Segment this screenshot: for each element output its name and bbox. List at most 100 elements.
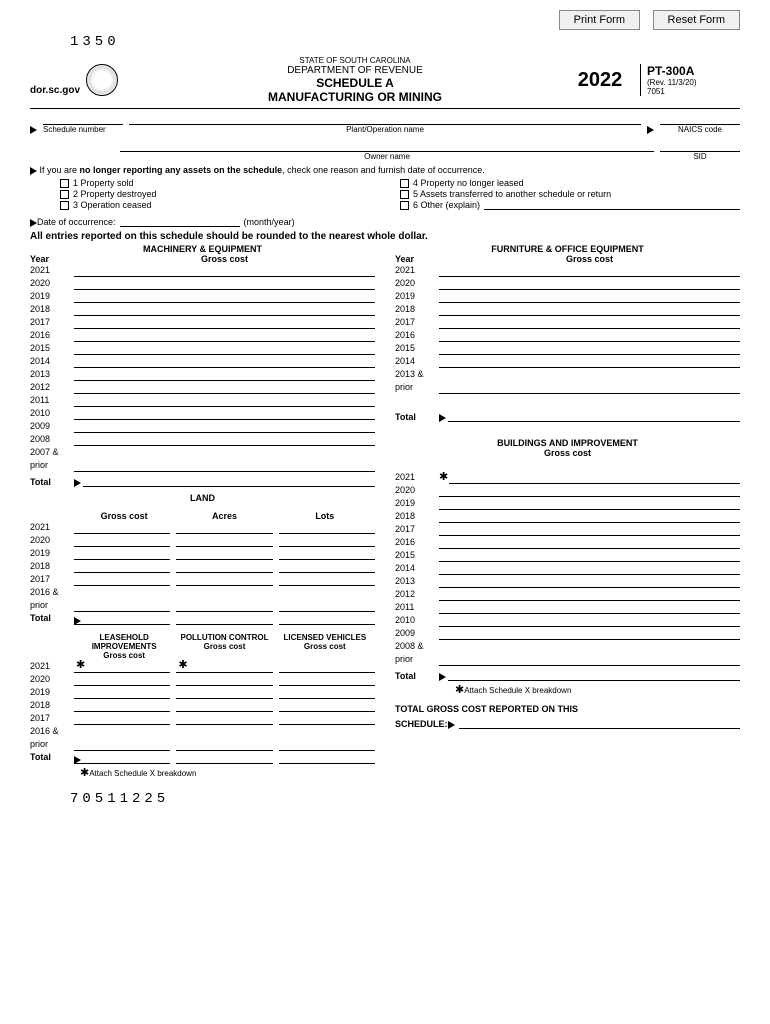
reason-6-checkbox[interactable] <box>400 201 409 210</box>
land-total-gross-input[interactable] <box>74 612 170 625</box>
land-prior-acres-input[interactable] <box>176 599 272 612</box>
machinery-input[interactable] <box>74 420 375 433</box>
machinery-year: 2017 <box>30 316 74 329</box>
furniture-input[interactable] <box>439 342 740 355</box>
buildings-input[interactable] <box>439 484 740 497</box>
pollution-input[interactable] <box>176 699 272 712</box>
land-lots-input[interactable] <box>279 547 375 560</box>
land-total-acres-input[interactable] <box>176 612 272 625</box>
vehicles-input[interactable] <box>279 673 375 686</box>
buildings-input[interactable] <box>439 536 740 549</box>
leasehold-input[interactable] <box>74 686 170 699</box>
pollution-input[interactable]: ✱ <box>176 660 272 673</box>
land-gross-input[interactable] <box>74 521 170 534</box>
land-lots-input[interactable] <box>279 560 375 573</box>
leasehold-prior-input[interactable] <box>74 738 170 751</box>
furniture-input[interactable] <box>439 329 740 342</box>
land-gross-input[interactable] <box>74 573 170 586</box>
furniture-input[interactable] <box>439 264 740 277</box>
pollution-input[interactable] <box>176 673 272 686</box>
leasehold-total-input[interactable] <box>74 751 170 764</box>
naics-input[interactable] <box>660 111 740 125</box>
land-acres-input[interactable] <box>176 560 272 573</box>
owner-name-input[interactable] <box>120 138 654 152</box>
land-lots-input[interactable] <box>279 521 375 534</box>
buildings-input[interactable] <box>439 601 740 614</box>
furniture-input[interactable] <box>439 277 740 290</box>
vehicles-input[interactable] <box>279 660 375 673</box>
land-lots-input[interactable] <box>279 573 375 586</box>
reset-form-button[interactable]: Reset Form <box>653 10 740 30</box>
leasehold-input[interactable] <box>74 712 170 725</box>
buildings-input[interactable] <box>439 549 740 562</box>
vehicles-total-input[interactable] <box>279 751 375 764</box>
leasehold-input[interactable] <box>74 699 170 712</box>
buildings-total-input[interactable] <box>448 668 740 681</box>
land-lots-input[interactable] <box>279 534 375 547</box>
vehicles-input[interactable] <box>279 699 375 712</box>
furniture-input[interactable] <box>439 303 740 316</box>
other-explain-input[interactable] <box>484 200 740 210</box>
print-form-button[interactable]: Print Form <box>559 10 640 30</box>
buildings-input[interactable] <box>439 575 740 588</box>
land-prior-lots-input[interactable] <box>279 599 375 612</box>
machinery-input[interactable] <box>74 381 375 394</box>
plant-name-input[interactable] <box>129 111 641 125</box>
vehicles-input[interactable] <box>279 686 375 699</box>
buildings-prior-input[interactable] <box>439 653 740 666</box>
reason-5-checkbox[interactable] <box>400 190 409 199</box>
land-acres-input[interactable] <box>176 534 272 547</box>
pollution-input[interactable] <box>176 686 272 699</box>
machinery-input[interactable] <box>74 394 375 407</box>
buildings-input[interactable] <box>449 471 740 484</box>
machinery-input[interactable] <box>74 264 375 277</box>
sid-input[interactable] <box>660 138 740 152</box>
machinery-total-input[interactable] <box>83 474 375 487</box>
furniture-input[interactable] <box>439 290 740 303</box>
leasehold-input[interactable] <box>74 673 170 686</box>
land-acres-input[interactable] <box>176 521 272 534</box>
buildings-input[interactable] <box>439 588 740 601</box>
furniture-input[interactable] <box>439 316 740 329</box>
furniture-total-input[interactable] <box>448 409 740 422</box>
vehicles-input[interactable] <box>279 712 375 725</box>
reason-1-checkbox[interactable] <box>60 179 69 188</box>
machinery-input[interactable] <box>74 277 375 290</box>
pollution-prior-input[interactable] <box>176 738 272 751</box>
date-occurrence-input[interactable] <box>120 213 240 227</box>
buildings-input[interactable] <box>439 497 740 510</box>
land-total-lots-input[interactable] <box>279 612 375 625</box>
buildings-input[interactable] <box>439 523 740 536</box>
land-prior-gross-input[interactable] <box>74 599 170 612</box>
buildings-input[interactable] <box>439 614 740 627</box>
machinery-input[interactable] <box>74 355 375 368</box>
land-acres-input[interactable] <box>176 573 272 586</box>
machinery-input[interactable] <box>74 368 375 381</box>
buildings-input[interactable] <box>439 562 740 575</box>
machinery-input[interactable] <box>74 407 375 420</box>
machinery-input[interactable] <box>74 433 375 446</box>
land-gross-input[interactable] <box>74 560 170 573</box>
machinery-input[interactable] <box>74 316 375 329</box>
buildings-input[interactable] <box>439 510 740 523</box>
machinery-input[interactable] <box>74 329 375 342</box>
schedule-number-input[interactable] <box>43 111 123 125</box>
land-gross-input[interactable] <box>74 534 170 547</box>
buildings-input[interactable] <box>439 627 740 640</box>
reason-2-checkbox[interactable] <box>60 190 69 199</box>
reason-3-checkbox[interactable] <box>60 201 69 210</box>
land-gross-input[interactable] <box>74 547 170 560</box>
machinery-prior-input[interactable] <box>74 459 375 472</box>
pollution-total-input[interactable] <box>176 751 272 764</box>
machinery-input[interactable] <box>74 290 375 303</box>
leasehold-input[interactable]: ✱ <box>74 660 170 673</box>
machinery-input[interactable] <box>74 342 375 355</box>
machinery-input[interactable] <box>74 303 375 316</box>
reason-4-checkbox[interactable] <box>400 179 409 188</box>
land-acres-input[interactable] <box>176 547 272 560</box>
pollution-input[interactable] <box>176 712 272 725</box>
furniture-prior-input[interactable] <box>439 381 740 394</box>
vehicles-prior-input[interactable] <box>279 738 375 751</box>
furniture-input[interactable] <box>439 355 740 368</box>
total-gross-input[interactable] <box>459 716 740 729</box>
